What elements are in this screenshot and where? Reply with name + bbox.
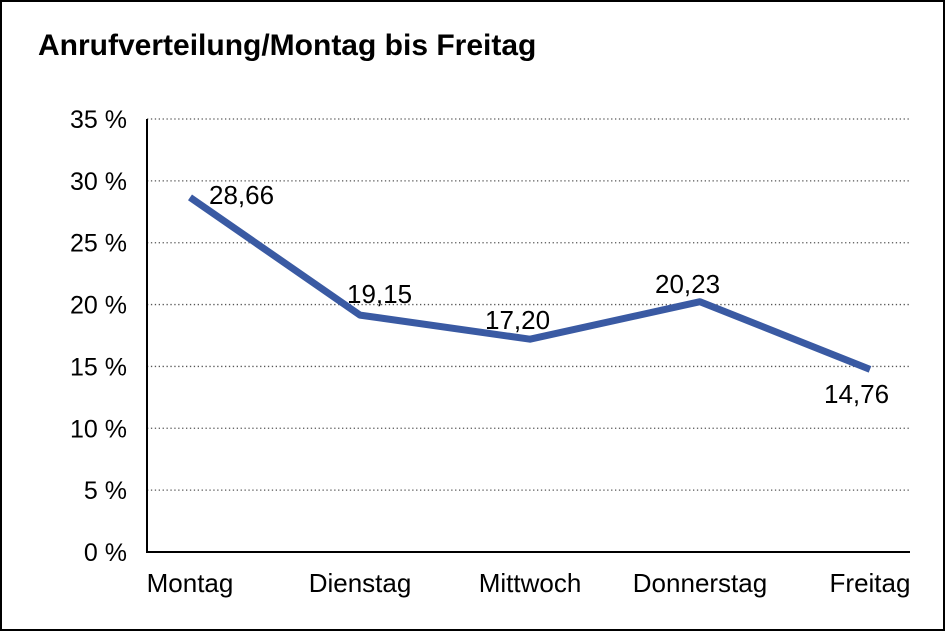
- y-axis-tick-label: 30 %: [70, 168, 127, 196]
- y-axis-tick-label: 20 %: [70, 292, 127, 320]
- data-point-label: 28,66: [209, 180, 274, 210]
- y-axis-tick-label: 15 %: [70, 353, 127, 381]
- data-series-line: [188, 194, 872, 373]
- x-axis-category-label: Dienstag: [309, 568, 412, 598]
- y-axis-tick-label: 10 %: [70, 415, 127, 443]
- x-axis-category-label: Freitag: [830, 568, 911, 598]
- chart-title: Anrufverteilung/Montag bis Freitag: [38, 29, 537, 62]
- x-axis-category-label: Donnerstag: [633, 568, 767, 598]
- data-point-label: 19,15: [347, 279, 412, 309]
- x-axis-category-label: Montag: [147, 568, 234, 598]
- y-axis-tick-label: 0 %: [84, 539, 127, 567]
- x-axis-category-label: Mittwoch: [479, 568, 582, 598]
- y-axis-tick-label: 35 %: [70, 106, 127, 134]
- data-point-label: 14,76: [824, 379, 889, 409]
- y-axis-tick-label: 5 %: [84, 477, 127, 505]
- data-point-label: 20,23: [655, 269, 720, 299]
- y-axis-tick-label: 25 %: [70, 230, 127, 258]
- data-point-label: 17,20: [485, 305, 550, 335]
